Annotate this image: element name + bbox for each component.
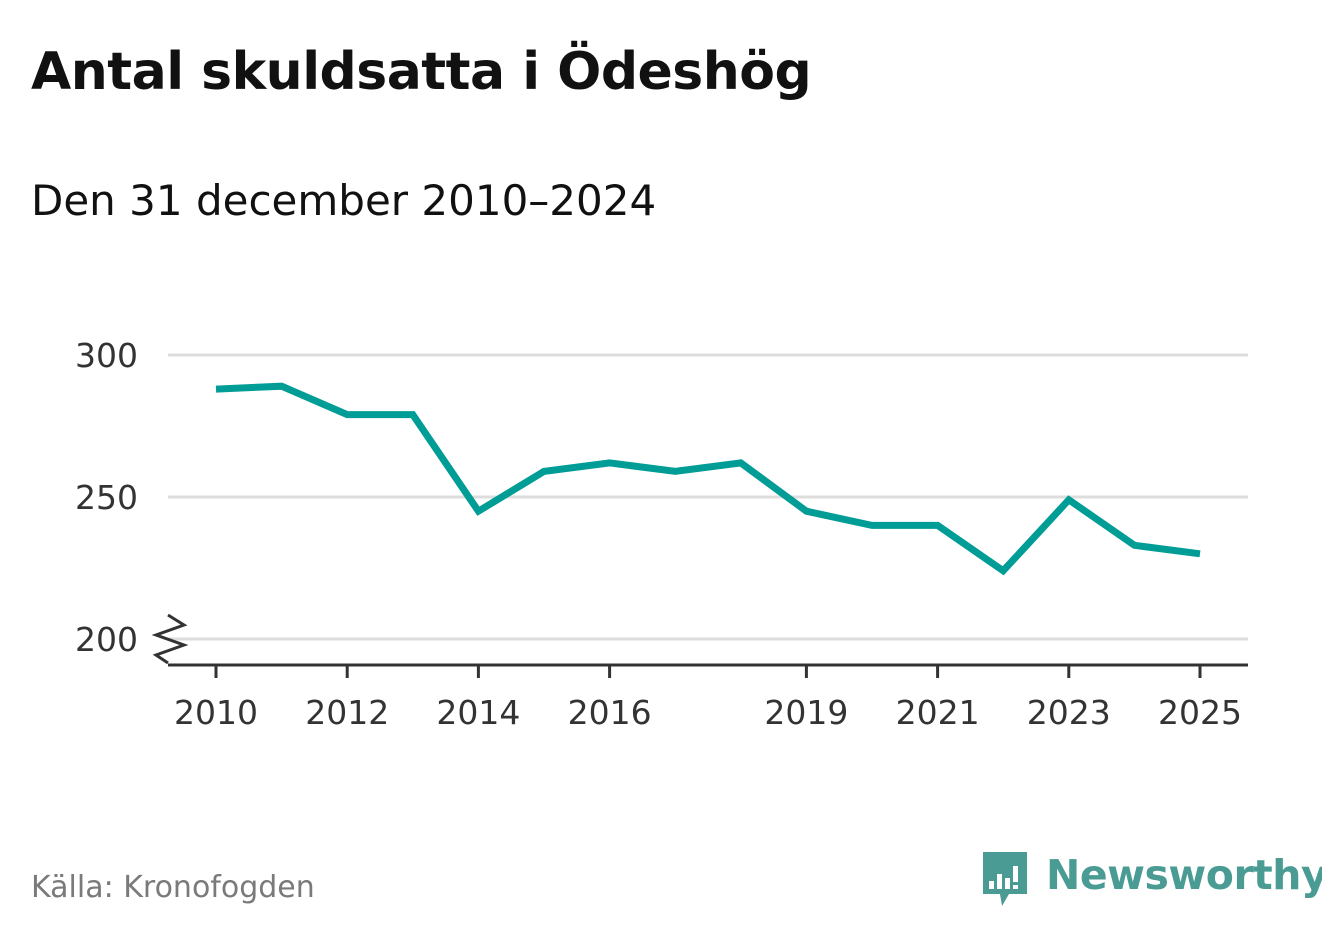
- x-tick-label: 2014: [436, 693, 520, 732]
- newsworthy-logo-icon: [983, 852, 1027, 906]
- gridlines: [168, 353, 1248, 641]
- x-axis-ticks: 2010 2012 2014 2016 2019 2021 2023 2025: [174, 665, 1242, 732]
- y-tick-label: 200: [75, 620, 138, 659]
- x-tick-label: 2019: [764, 693, 848, 732]
- axis-break-mark: [151, 613, 189, 665]
- y-tick-label: 250: [75, 478, 138, 517]
- y-axis-ticks: 200 250 300: [75, 336, 138, 659]
- brand-name: Newsworthy: [1046, 851, 1322, 899]
- x-tick-label: 2021: [896, 693, 980, 732]
- x-tick-label: 2010: [174, 693, 258, 732]
- brand-logo: Newsworthy: [980, 850, 1322, 912]
- x-tick-label: 2012: [305, 693, 389, 732]
- chart-title: Antal skuldsatta i Ödeshög: [31, 42, 812, 102]
- x-tick-label: 2016: [568, 693, 652, 732]
- series-layer: [215, 382, 1201, 576]
- chart-subtitle: Den 31 december 2010–2024: [31, 176, 657, 225]
- source-note: Källa: Kronofogden: [31, 870, 315, 905]
- y-tick-label: 300: [75, 336, 138, 375]
- x-tick-label: 2023: [1027, 693, 1111, 732]
- x-tick-label: 2025: [1158, 693, 1242, 732]
- series-line-0: [215, 382, 1201, 576]
